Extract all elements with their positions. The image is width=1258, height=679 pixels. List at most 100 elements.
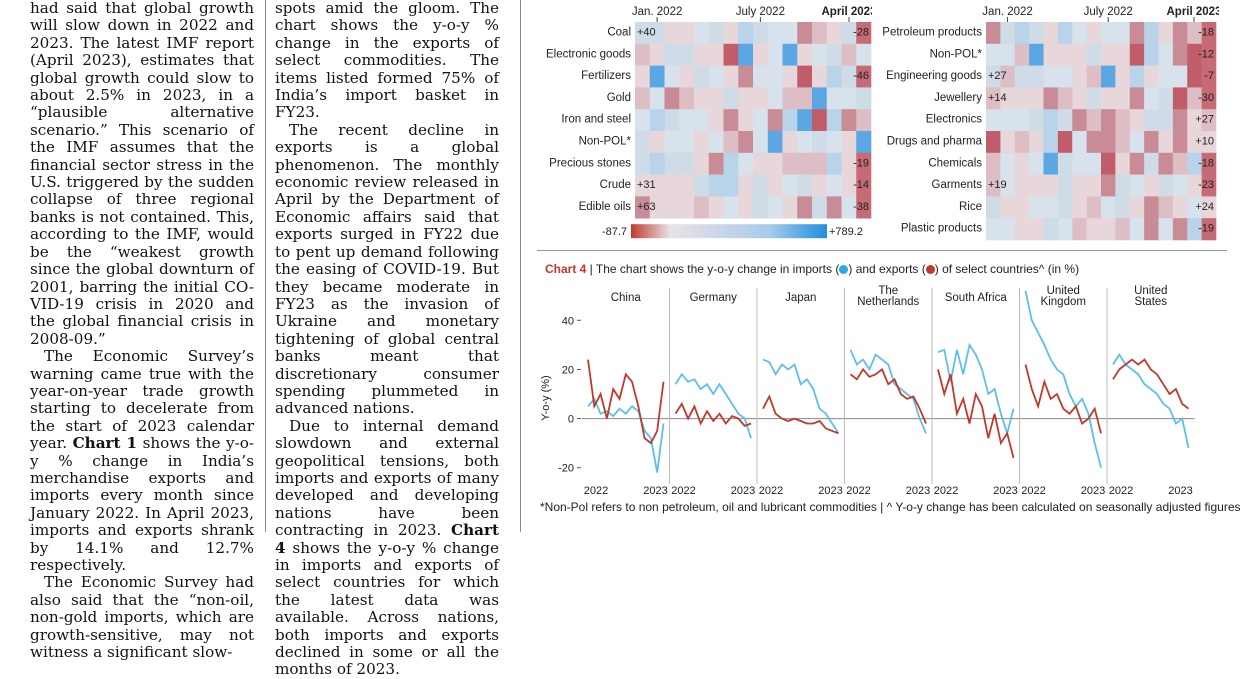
heatmap-cell <box>1115 109 1131 132</box>
heatmap-cell <box>767 131 783 154</box>
heatmap-last-value: -46 <box>853 70 869 82</box>
heatmap-row-label: Crude <box>600 179 631 191</box>
section-divider <box>537 250 1227 251</box>
heatmap-cell <box>782 87 798 110</box>
heatmap-cell <box>738 43 754 66</box>
heatmap-header-label: Jan. 2022 <box>632 6 683 18</box>
heatmap-cell <box>1086 218 1102 241</box>
heatmap-cell <box>708 87 724 110</box>
heatmap-cell <box>1000 218 1016 241</box>
heatmap-cell <box>664 131 680 154</box>
heatmap-cell <box>635 152 651 175</box>
heatmap-cell <box>679 131 695 154</box>
series-line-south-africa-exports <box>937 369 1015 459</box>
x-tick-label: 2022 <box>671 485 695 497</box>
paragraph: The recent decline in exports is a globa… <box>275 120 499 418</box>
heatmap-cell <box>1144 152 1159 175</box>
series-line-united-kingdom-imports <box>1024 290 1102 468</box>
heatmap-cell <box>1129 65 1145 88</box>
heatmap-row-label: Drugs and pharma <box>887 136 983 148</box>
heatmap-first-value: +40 <box>637 27 656 39</box>
heatmap-cell <box>1086 43 1102 66</box>
heatmap-cell <box>649 65 665 88</box>
heatmap-cell <box>841 109 857 132</box>
heatmap-cell <box>1057 174 1073 197</box>
heatmap-cell <box>826 196 842 219</box>
heatmap-cell <box>797 43 813 66</box>
heatmap-cell <box>1187 22 1202 45</box>
heatmap-cell <box>1201 22 1217 45</box>
heatmap-cell <box>753 87 769 110</box>
heatmap-cell <box>708 174 724 197</box>
heatmap-cell <box>635 65 651 88</box>
heatmap-cell <box>1072 174 1087 197</box>
heatmap-cell <box>1000 87 1016 110</box>
heatmap-cell <box>1057 196 1073 219</box>
heatmap-cell <box>986 174 1001 197</box>
paragraph: Due to internal demand slowdown and exte… <box>275 416 499 679</box>
heatmap-cell <box>753 22 769 45</box>
heatmap-cell <box>856 152 872 175</box>
heatmap-cell <box>1000 109 1016 132</box>
heatmap-cell <box>1072 87 1087 110</box>
heatmap-cell <box>1144 65 1159 88</box>
heatmap-cell <box>1129 131 1145 154</box>
heatmap-cell <box>753 196 769 219</box>
heatmap-cell <box>812 109 828 132</box>
heatmap-cell <box>738 87 754 110</box>
heatmap-cell <box>753 131 769 154</box>
series-line-united-kingdom-exports <box>1024 364 1102 434</box>
heatmap-last-value: -12 <box>1198 48 1214 60</box>
heatmap-cell <box>1057 87 1073 110</box>
heatmap-cell <box>1172 87 1188 110</box>
heatmap-cell <box>797 109 813 132</box>
heatmap-cell <box>1043 65 1059 88</box>
heatmap-last-value: -18 <box>1198 27 1214 39</box>
paragraph: The Economic Survey’s warning came true … <box>30 347 255 574</box>
heatmap-cell <box>1029 87 1044 110</box>
heatmap-cell <box>1172 43 1188 66</box>
x-tick-label: 2023 <box>1081 485 1105 497</box>
heatmap-cell <box>767 22 783 45</box>
heatmap-cell <box>1101 65 1116 88</box>
heatmap-cell <box>1129 87 1145 110</box>
heatmap-cell <box>694 109 710 132</box>
chart4-line-panels: Y-o-y (%) 40 20 0 -20 China 2022 2023 Germany 202… <box>540 285 1195 497</box>
heatmap-row-label: Engineering goods <box>886 70 982 82</box>
heatmap-cell <box>812 152 828 175</box>
heatmap-cell <box>1201 65 1217 88</box>
heatmap-cell <box>635 131 651 154</box>
heatmap-cell <box>1172 152 1188 175</box>
heatmap-cell <box>738 109 754 132</box>
heatmap-cell <box>797 87 813 110</box>
heatmap-cell <box>679 174 695 197</box>
x-tick-label: 2022 <box>1021 485 1045 497</box>
heatmap-cell <box>723 152 739 175</box>
country-label: Netherlands <box>857 296 919 308</box>
heatmap-cell <box>1158 43 1174 66</box>
heatmap-cell <box>826 152 842 175</box>
heatmap-cell <box>723 22 739 45</box>
heatmap-cell <box>1086 109 1102 132</box>
heatmap-cell <box>1172 22 1188 45</box>
heatmap-row-label: Gold <box>607 92 631 104</box>
country-label: Japan <box>785 292 816 304</box>
heatmap-header-label: April 2023 <box>822 6 872 18</box>
heatmap-cell <box>1201 218 1217 241</box>
heatmap-cell <box>986 131 1001 154</box>
heatmap-cell <box>1057 218 1073 241</box>
heatmap-cell <box>1144 174 1159 197</box>
heatmap-row-label: Fertilizers <box>581 70 631 82</box>
x-tick-label: 2023 <box>818 485 842 497</box>
heatmap-cell <box>1029 43 1044 66</box>
heatmap-cell <box>1172 65 1188 88</box>
heatmap-cell <box>986 87 1001 110</box>
x-tick-label: 2023 <box>906 485 930 497</box>
series-line-germany-exports <box>674 401 752 427</box>
heatmap-cell <box>753 65 769 88</box>
heatmap-cell <box>841 87 857 110</box>
heatmap-cell <box>1115 43 1131 66</box>
country-label: States <box>1134 296 1167 308</box>
heatmap-cell <box>767 109 783 132</box>
heatmap-cell <box>826 131 842 154</box>
